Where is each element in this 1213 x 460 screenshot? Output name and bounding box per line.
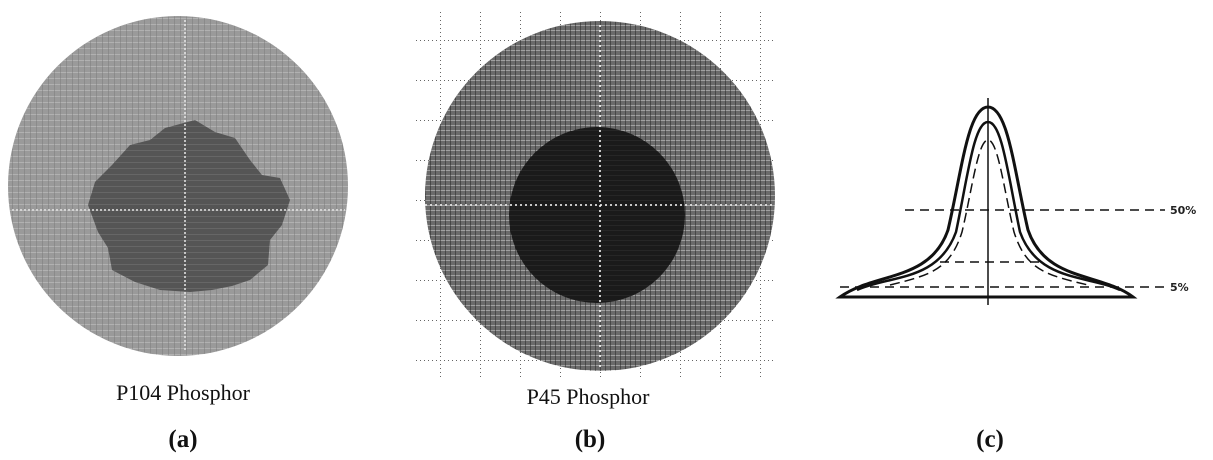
level-label: 50% (1170, 204, 1196, 217)
figure: P104 Phosphor (a) P45 Phosphor (b) 50% 5… (0, 0, 1213, 460)
level-label: 5% (1170, 281, 1189, 294)
panel-b: P45 Phosphor (b) (415, 10, 775, 453)
panel-a: P104 Phosphor (a) (8, 16, 348, 453)
caption: P104 Phosphor (116, 380, 251, 405)
core-region (509, 127, 685, 303)
panel-label: (b) (575, 426, 606, 453)
caption: P45 Phosphor (527, 384, 651, 409)
panel-label: (c) (976, 426, 1004, 453)
panel-label: (a) (168, 426, 197, 453)
panel-c: 50% 5% (c) (840, 98, 1196, 453)
